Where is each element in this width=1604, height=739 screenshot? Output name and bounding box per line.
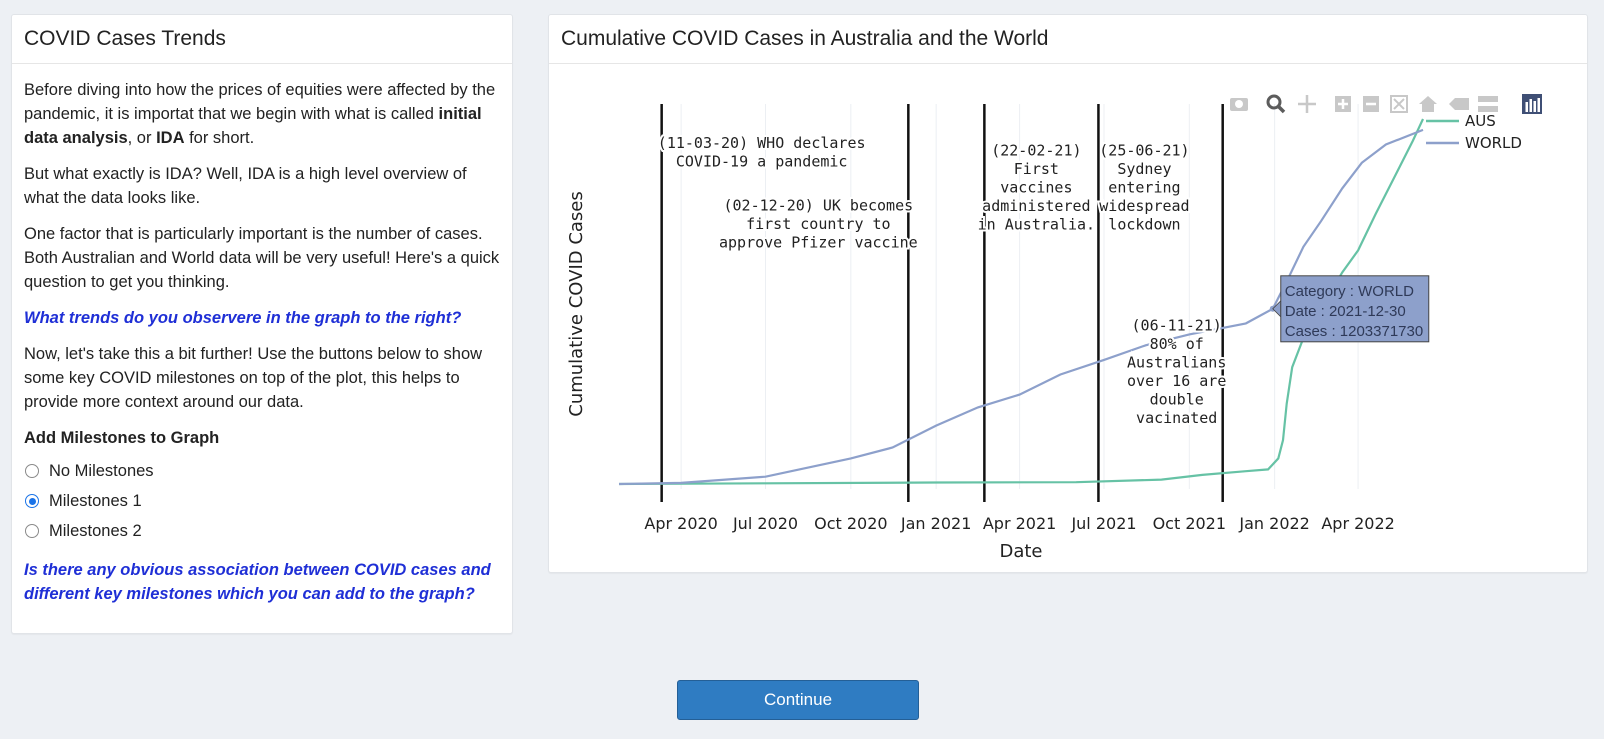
milestones-paragraph: Now, let's take this a bit further! Use … [24, 345, 483, 411]
milestone-label: widespread [1099, 197, 1189, 215]
milestone-label: approve Pfizer vaccine [719, 233, 918, 251]
radio-button-selected[interactable] [25, 494, 39, 508]
compare-hover-icon[interactable] [1478, 96, 1498, 112]
x-tick-label: Oct 2021 [1153, 514, 1226, 533]
radio-label[interactable]: Milestones 2 [49, 522, 142, 540]
x-tick-label: Apr 2021 [983, 514, 1056, 533]
x-tick-label: Oct 2020 [814, 514, 887, 533]
tooltip-line: Category : WORLD [1285, 283, 1414, 300]
continue-button[interactable]: Continue [677, 680, 919, 720]
right-panel: Cumulative COVID Cases in Australia and … [548, 14, 1588, 573]
milestone-label: (02-12-20) UK becomes [724, 196, 914, 214]
milestone-label: administered [982, 197, 1090, 215]
milestone-label: 80% of [1150, 335, 1204, 353]
milestone-label: Sydney [1117, 160, 1171, 178]
intro-text-a: Before diving into how the prices of equ… [24, 81, 496, 123]
milestone-label: double [1150, 391, 1204, 409]
milestone-label: (06-11-21) [1132, 317, 1222, 335]
chart[interactable]: Apr 2020 Jul 2020 Oct 2020 Jan 2021 Apr 2021… [549, 64, 1587, 572]
cases-paragraph: One factor that is particularly importan… [24, 225, 500, 291]
x-axis-title: Date [999, 541, 1042, 562]
x-tick-label: Jul 2021 [1070, 514, 1136, 533]
left-panel: COVID Cases Trends Before diving into ho… [11, 14, 513, 634]
radio-button[interactable] [25, 464, 39, 478]
milestone-label: vacinated [1136, 409, 1217, 427]
intro-paragraph: Before diving into how the prices of equ… [24, 78, 500, 150]
x-tick-label: Apr 2020 [644, 514, 717, 533]
x-tick-label: Jul 2020 [732, 514, 798, 533]
series-line-world[interactable] [618, 128, 1424, 486]
radio-label[interactable]: No Milestones [49, 462, 154, 480]
panel-title: Cumulative COVID Cases in Australia and … [549, 15, 1587, 64]
spike-lines-icon[interactable] [1449, 98, 1469, 110]
milestone-label: (22-02-21) [991, 142, 1081, 160]
x-tick-label: Jan 2021 [900, 514, 971, 533]
milestone-label: entering [1108, 179, 1180, 197]
plotly-logo-icon[interactable] [1522, 94, 1542, 114]
milestone-label: over 16 are [1127, 372, 1226, 390]
milestone-label: first country to [746, 215, 891, 233]
milestone-label: in Australia. [978, 216, 1095, 234]
radio-label[interactable]: Milestones 1 [49, 492, 142, 510]
intro-bold-ida: IDA [156, 129, 185, 147]
milestones-label: Add Milestones to Graph [24, 429, 220, 447]
milestone-label: vaccines [1000, 179, 1072, 197]
reset-axes-icon[interactable] [1419, 96, 1437, 112]
zoom-out-icon[interactable] [1363, 96, 1379, 112]
legend-label-aus: AUS [1465, 112, 1496, 130]
tooltip-line: Cases : 1203371730 [1285, 323, 1423, 340]
panel-title: COVID Cases Trends [12, 15, 512, 64]
zoom-icon[interactable] [1266, 94, 1286, 114]
ida-paragraph: But what exactly is IDA? Well, IDA is a … [24, 165, 467, 207]
zoom-in-icon[interactable] [1335, 96, 1351, 112]
milestones-radio-group: No Milestones Milestones 1 Milestones 2 [24, 456, 500, 546]
radio-milestones-2[interactable]: Milestones 2 [24, 516, 500, 546]
milestone-label: (11-03-20) WHO declares [658, 134, 866, 152]
x-tick-label: Jan 2022 [1238, 514, 1309, 533]
autoscale-icon[interactable] [1390, 95, 1408, 113]
y-axis-title: Cumulative COVID Cases [566, 191, 587, 417]
intro-text-c: for short. [184, 129, 255, 147]
radio-milestones-1[interactable]: Milestones 1 [24, 486, 500, 516]
intro-text-b: , or [127, 129, 157, 147]
trends-question: What trends do you observere in the grap… [24, 309, 462, 327]
milestone-label: First [1014, 160, 1059, 178]
tooltip-line: Date : 2021-12-30 [1285, 303, 1406, 320]
tooltip-box [1280, 275, 1430, 343]
legend-label-world: WORLD [1465, 134, 1522, 152]
milestone-label: COVID-19 a pandemic [676, 153, 848, 171]
radio-no-milestones[interactable]: No Milestones [24, 456, 500, 486]
series-line-aus[interactable] [618, 118, 1424, 486]
x-tick-label: Apr 2022 [1321, 514, 1394, 533]
milestone-label: lockdown [1108, 216, 1180, 234]
camera-icon[interactable] [1230, 98, 1248, 111]
milestone-label: (25-06-21) [1099, 142, 1189, 160]
intro-bold-ida-full: initial data analysis [24, 105, 482, 147]
milestone-label: Australians [1127, 354, 1226, 372]
association-question: Is there any obvious association between… [24, 561, 491, 603]
pan-icon[interactable] [1298, 95, 1316, 113]
radio-button[interactable] [25, 524, 39, 538]
